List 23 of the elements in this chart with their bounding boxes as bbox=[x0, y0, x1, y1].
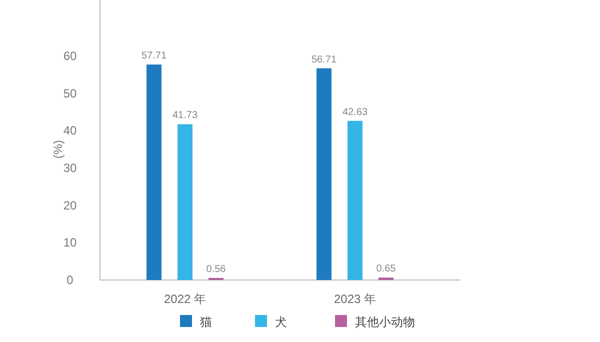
y-tick-label: 0 bbox=[66, 273, 74, 287]
bar bbox=[316, 68, 332, 280]
data-label: 0.65 bbox=[376, 264, 396, 275]
bar bbox=[178, 124, 192, 280]
data-label: 57.71 bbox=[141, 50, 167, 62]
y-tick-label: 50 bbox=[63, 86, 77, 100]
data-label: 56.71 bbox=[311, 54, 337, 66]
x-tick-label: 2022 年 bbox=[164, 292, 206, 306]
y-tick-label: 40 bbox=[63, 124, 77, 138]
y-tick-label: 20 bbox=[63, 198, 77, 212]
data-label: 42.63 bbox=[342, 106, 368, 118]
y-tick-label: 60 bbox=[63, 49, 77, 63]
y-axis-title: (%) bbox=[51, 140, 65, 159]
bar bbox=[146, 64, 162, 280]
legend-label: 猫 bbox=[200, 315, 212, 329]
data-label: 0.56 bbox=[206, 264, 226, 275]
data-label: 41.73 bbox=[172, 110, 198, 122]
legend-label: 其他小动物 bbox=[355, 315, 415, 329]
x-tick-label: 2023 年 bbox=[334, 292, 376, 306]
y-tick-label: 10 bbox=[63, 236, 77, 250]
legend-label: 犬 bbox=[275, 315, 287, 329]
bar bbox=[348, 120, 362, 280]
y-tick-label: 30 bbox=[63, 161, 77, 175]
